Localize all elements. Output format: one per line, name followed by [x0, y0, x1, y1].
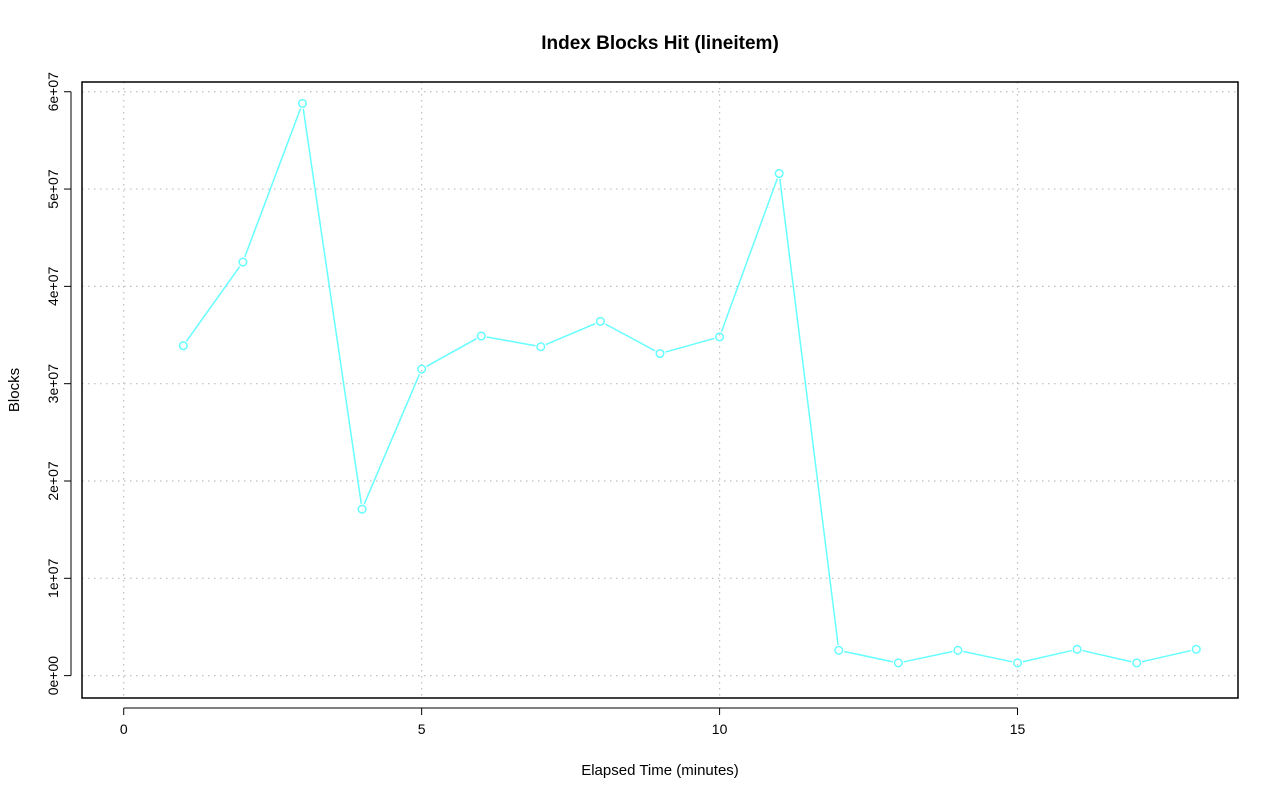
data-point: [595, 316, 605, 326]
data-point: [357, 504, 367, 514]
data-point: [297, 98, 308, 108]
series-segment: [426, 338, 477, 368]
data-point: [1132, 658, 1142, 668]
y-tick-label: 2e+07: [45, 461, 61, 501]
grid: [82, 82, 1238, 698]
data-point: [655, 348, 665, 359]
series-segment: [363, 373, 421, 505]
series-segment: [604, 323, 656, 352]
y-axis: 0e+00 1e+07 2e+07 3e+07 4e+07 5e+07 6e+07: [45, 72, 72, 696]
data-point: [1012, 658, 1023, 668]
y-tick-label: 3e+07: [45, 364, 61, 404]
x-tick-label: 15: [1010, 721, 1026, 737]
data-point: [1072, 644, 1082, 654]
y-tick-label: 0e+00: [45, 656, 61, 696]
series-segment: [1141, 649, 1192, 663]
series-segment: [545, 322, 596, 346]
series-segment: [720, 178, 778, 333]
series-segment: [486, 336, 536, 347]
x-tick-label: 10: [712, 721, 728, 737]
data-point: [417, 364, 427, 374]
y-tick-label: 6e+07: [45, 72, 61, 112]
series-segment: [1022, 649, 1072, 663]
series-segment: [903, 650, 953, 663]
x-axis: 0 5 10 15: [120, 707, 1026, 737]
x-tick-label: 0: [120, 721, 128, 737]
x-axis-label: Elapsed Time (minutes): [581, 762, 739, 779]
series-segment: [665, 337, 715, 353]
x-tick-label: 5: [418, 721, 426, 737]
data-point: [893, 658, 903, 668]
series-segment: [244, 108, 302, 258]
y-tick-label: 5e+07: [45, 169, 61, 209]
data-point: [1191, 644, 1201, 654]
data-point: [476, 331, 486, 341]
data-point: [238, 257, 248, 267]
series-segment: [843, 650, 894, 663]
data-point: [536, 342, 546, 352]
y-tick-label: 4e+07: [45, 266, 61, 306]
series-segment: [302, 108, 363, 504]
plot-frame: [81, 81, 1239, 699]
series-index-blocks-hit: [178, 98, 1201, 668]
data-point: [178, 341, 188, 351]
series-segment: [185, 266, 241, 342]
data-point: [774, 168, 784, 179]
series-segment: [963, 650, 1013, 663]
data-point: [715, 332, 725, 342]
chart-title: Index Blocks Hit (lineitem): [541, 33, 779, 54]
y-axis-label: Blocks: [6, 368, 23, 412]
series-segment: [1082, 649, 1132, 663]
data-point: [834, 645, 844, 655]
series-segment: [779, 178, 839, 645]
data-point: [953, 645, 963, 655]
y-tick-label: 1e+07: [45, 558, 61, 598]
